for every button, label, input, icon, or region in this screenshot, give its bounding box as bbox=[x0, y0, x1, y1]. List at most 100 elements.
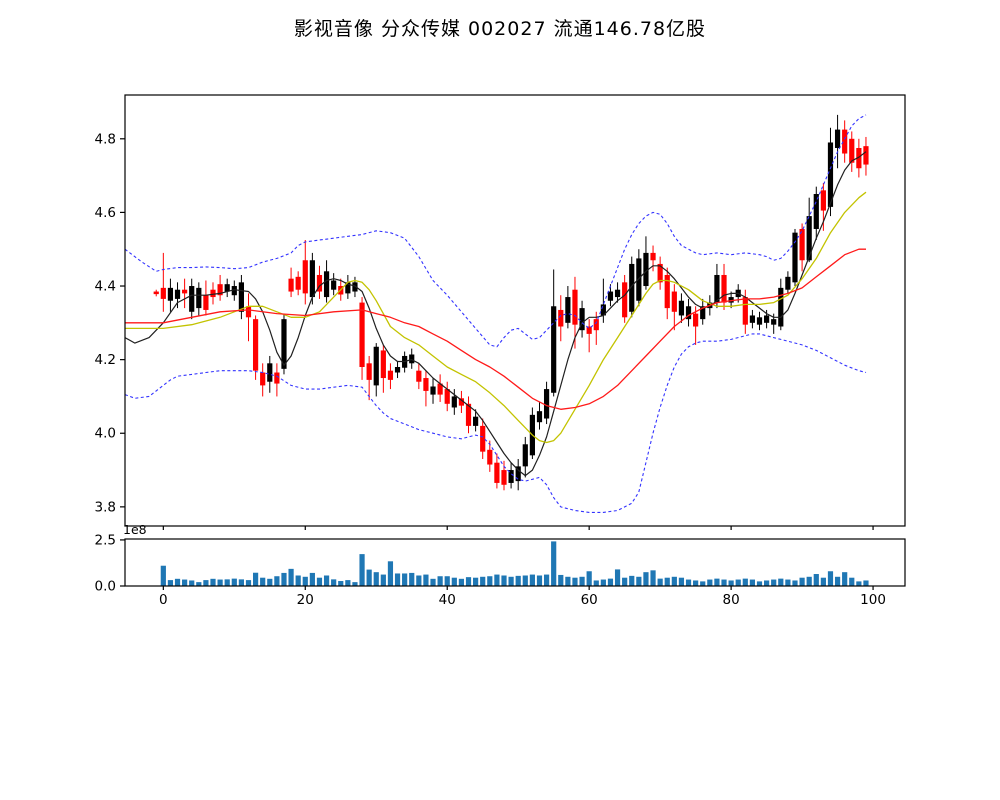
volume-bar bbox=[501, 575, 507, 586]
volume-bar bbox=[742, 578, 748, 586]
volume-bar bbox=[643, 572, 649, 586]
candle-body-down bbox=[196, 287, 202, 309]
candle-body-up bbox=[295, 276, 301, 290]
candle-body-up bbox=[742, 297, 748, 325]
candle-body-down bbox=[373, 346, 379, 386]
candle-body-down bbox=[352, 282, 358, 292]
volume-bar bbox=[359, 554, 365, 586]
page-title: 影视音像 分众传媒 002027 流通146.78亿股 bbox=[293, 18, 707, 40]
volume-bar bbox=[267, 578, 273, 586]
candle-body-up bbox=[856, 148, 862, 169]
volume-bar bbox=[799, 577, 805, 586]
candle-body-down bbox=[714, 274, 720, 303]
candle-body-down bbox=[600, 304, 606, 316]
volume-bar bbox=[288, 568, 294, 586]
bollinger-upper-line bbox=[124, 114, 867, 348]
volume-bar bbox=[721, 579, 727, 586]
candle-body-up bbox=[494, 462, 500, 483]
candle-body-down bbox=[522, 444, 528, 467]
volume-y-axis: 0.0 2.5 1e8 bbox=[95, 522, 147, 595]
candle-body-down bbox=[607, 291, 614, 301]
volume-bar bbox=[238, 579, 244, 586]
volume-bar bbox=[728, 580, 734, 586]
volume-bar bbox=[551, 541, 557, 586]
volume-bar bbox=[529, 574, 535, 586]
candle-body-down bbox=[167, 287, 174, 301]
volume-bar bbox=[565, 576, 571, 586]
candle-body-down bbox=[174, 289, 181, 299]
candle-body-down bbox=[771, 319, 777, 325]
x-tick-label: 60 bbox=[581, 592, 598, 608]
y-tick-label: 3.8 bbox=[95, 499, 116, 515]
volume-bar bbox=[231, 578, 237, 586]
volume-bar bbox=[827, 571, 834, 586]
volume-bar bbox=[451, 577, 457, 586]
candle-body-down bbox=[749, 315, 756, 323]
volume-bar bbox=[572, 577, 578, 586]
candle-body-down bbox=[565, 297, 571, 323]
ma-mid-line bbox=[125, 191, 867, 444]
candle-body-up bbox=[558, 309, 564, 327]
y-tick-label: 4.0 bbox=[95, 426, 116, 442]
volume-bar bbox=[316, 577, 323, 586]
volume-bar bbox=[302, 576, 308, 586]
x-tick-label: 20 bbox=[297, 592, 314, 608]
volume-bar bbox=[494, 574, 500, 586]
candle-body-up bbox=[182, 289, 188, 294]
candle-body-down bbox=[508, 470, 514, 483]
volume-bar bbox=[700, 581, 706, 586]
volume-bar bbox=[217, 579, 223, 586]
candle-body-down bbox=[515, 466, 521, 482]
candle-body-up bbox=[437, 383, 443, 395]
candle-body-down bbox=[756, 317, 763, 325]
candle-body-up bbox=[359, 302, 365, 367]
candle-body-up bbox=[444, 389, 450, 404]
volume-bar bbox=[863, 580, 869, 586]
volume-bar bbox=[593, 580, 599, 586]
ma-mid-line bbox=[125, 191, 867, 444]
candle-body-down bbox=[579, 308, 585, 331]
volume-bar bbox=[664, 577, 670, 586]
volume-bar bbox=[203, 580, 209, 586]
volume-bar bbox=[785, 579, 791, 586]
volume-bar bbox=[331, 579, 337, 586]
candle-body-down bbox=[643, 252, 649, 287]
volume-y-tick-label: 0.0 bbox=[95, 579, 116, 595]
volume-bar bbox=[224, 579, 230, 586]
x-tick-label: 100 bbox=[860, 592, 886, 608]
volume-bar bbox=[444, 576, 450, 586]
volume-bar bbox=[636, 576, 642, 586]
volume-bar bbox=[366, 569, 372, 586]
volume-bar bbox=[735, 579, 741, 586]
candle-body-down bbox=[473, 416, 479, 426]
candle-body-down bbox=[785, 276, 791, 290]
ma-fast-line bbox=[124, 151, 867, 477]
volume-y-tick-label: 2.5 bbox=[95, 532, 116, 548]
ma-slow-line bbox=[125, 248, 866, 410]
volume-panel-border bbox=[124, 538, 906, 587]
volume-bar bbox=[160, 565, 166, 586]
volume-bar bbox=[352, 582, 358, 586]
candle-body-up bbox=[842, 129, 848, 154]
y-tick-label: 4.8 bbox=[95, 131, 116, 147]
volume-bar bbox=[309, 572, 315, 586]
candle-body-down bbox=[614, 289, 621, 298]
volume-bar bbox=[856, 581, 862, 586]
volume-bar bbox=[167, 580, 174, 586]
candle-body-down bbox=[700, 306, 706, 320]
volume-bar bbox=[430, 578, 436, 586]
candle-body-down bbox=[834, 129, 841, 149]
x-axis: 0 20 40 60 80 100 bbox=[159, 526, 886, 608]
volume-bar bbox=[714, 578, 720, 586]
volume-bar bbox=[842, 572, 848, 586]
candle-body-up bbox=[153, 291, 159, 295]
candle-body-up bbox=[863, 146, 869, 165]
volume-bar bbox=[693, 580, 699, 586]
candle-body-up bbox=[245, 306, 252, 318]
volume-bar bbox=[274, 576, 280, 586]
candle-body-down bbox=[309, 260, 315, 298]
candle-body-up bbox=[657, 263, 663, 283]
volume-bar bbox=[423, 574, 429, 586]
volume-bar bbox=[458, 578, 465, 586]
